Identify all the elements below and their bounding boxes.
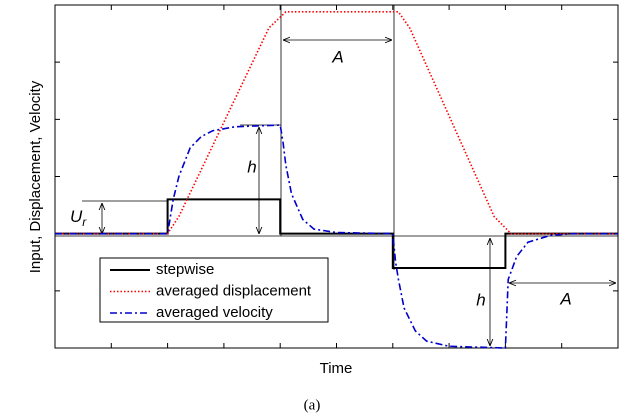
legend-label: averaged displacement [156, 282, 312, 299]
annotation: A [331, 47, 343, 66]
annotation: h [476, 290, 485, 309]
annotation-subscript: r [82, 215, 87, 229]
x-axis-label: Time [320, 360, 353, 377]
annotation: h [247, 157, 256, 176]
annotation: A [559, 289, 571, 308]
caption: (a) [304, 397, 321, 413]
legend-label: stepwise [156, 261, 214, 278]
annotation-text: U [70, 207, 83, 226]
legend-label: averaged velocity [156, 304, 273, 321]
series-line [55, 124, 618, 349]
legend-box [99, 257, 329, 323]
y-axis-label: Input, Displacement, Velocity [27, 80, 44, 273]
annotation: Ur [70, 207, 87, 229]
series-line [55, 198, 618, 269]
series-line [55, 11, 618, 235]
